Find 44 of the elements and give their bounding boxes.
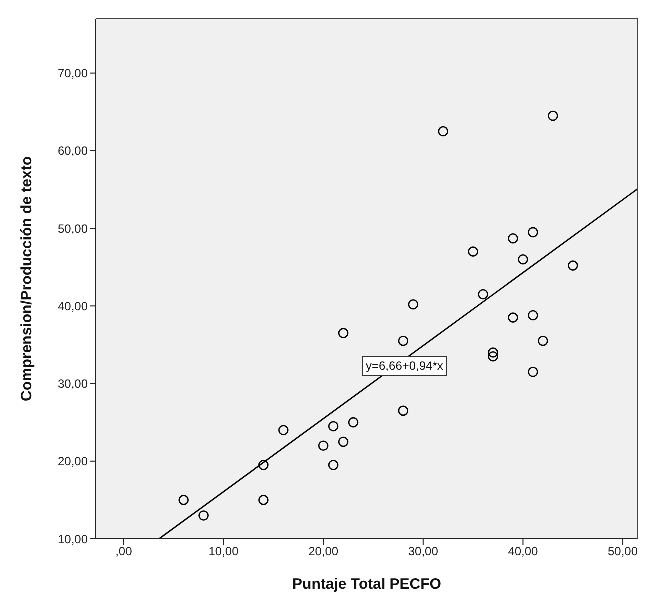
point [338,436,349,448]
point [258,460,269,470]
point [488,351,498,362]
point [338,328,349,338]
y-tick-label: 50,00 [58,222,88,236]
point [478,289,488,300]
point [518,254,528,265]
point [278,425,289,436]
point [198,510,209,521]
point [488,348,498,358]
point [538,336,548,346]
y-tick-label: 20,00 [58,454,88,469]
y-tick-label: 10,00 [58,532,88,546]
point [548,110,558,122]
x-tick-label: 10,00 [208,544,240,559]
point [408,299,419,310]
x-tick-label: ,00 [116,544,133,559]
point [508,233,518,244]
point [178,495,189,506]
point [328,421,339,432]
y-axis-title: Comprension/Producción de texto [18,156,36,402]
point [528,227,538,238]
y-tick-label: 70,00 [58,66,88,81]
x-axis-title: Puntaje Total PECFO [292,576,442,593]
point [348,417,359,428]
point [568,260,578,271]
point [528,310,538,321]
point [528,366,538,378]
point [508,312,518,323]
point [318,440,329,452]
annotation: y=6,66+0,94*x [362,356,448,376]
point [328,460,339,470]
point [468,246,478,257]
x-tick-label: 50,00 [608,544,638,559]
x-tick-label: 20,00 [308,544,339,559]
x-tick-label: 30,00 [408,544,439,559]
point [398,406,409,416]
point [398,336,409,346]
y-tick-label: 40,00 [58,299,88,314]
y-tick-label: 30,00 [58,377,88,392]
point [258,495,269,506]
y-tick-label: 60,00 [58,144,88,158]
x-tick-label: 40,00 [508,544,539,559]
point [438,126,449,137]
